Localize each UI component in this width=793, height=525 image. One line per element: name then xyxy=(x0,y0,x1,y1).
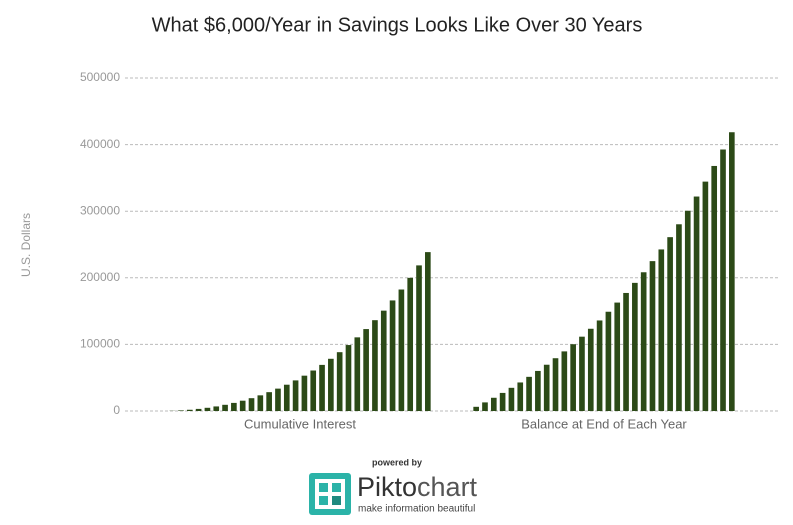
bar xyxy=(178,410,184,411)
bar xyxy=(561,351,568,411)
bar xyxy=(345,345,352,411)
bar xyxy=(508,387,515,411)
bar xyxy=(301,375,308,411)
bar xyxy=(649,261,656,411)
y-tick-label: 400000 xyxy=(80,137,120,151)
bar xyxy=(587,328,594,411)
logo-text: Piktochart xyxy=(357,472,478,502)
bar xyxy=(195,408,202,411)
bar xyxy=(570,344,576,411)
bar xyxy=(605,311,612,411)
bar xyxy=(407,277,414,411)
bar xyxy=(490,397,497,411)
bar xyxy=(614,302,621,411)
bar xyxy=(248,398,255,411)
bar xyxy=(319,364,325,411)
y-tick-label: 0 xyxy=(113,403,120,417)
x-tick-label: Balance at End of Each Year xyxy=(521,416,687,431)
bar xyxy=(676,224,682,411)
bar xyxy=(596,320,603,411)
bar xyxy=(231,402,237,411)
bar xyxy=(425,252,431,411)
bar xyxy=(517,382,524,411)
bar xyxy=(552,358,559,411)
y-tick-label: 500000 xyxy=(80,70,120,84)
bar xyxy=(623,292,629,411)
bar xyxy=(398,289,405,411)
logo: powered by Piktochart make information b… xyxy=(309,457,478,515)
bar xyxy=(720,149,726,412)
bar xyxy=(380,310,387,411)
logo-pikto: Pikto xyxy=(357,472,417,502)
bar xyxy=(204,407,211,411)
bar xyxy=(239,400,246,411)
x-tick-label: Cumulative Interest xyxy=(244,416,356,431)
bar xyxy=(684,210,691,411)
bar xyxy=(257,395,264,411)
bar xyxy=(640,272,647,411)
bar xyxy=(372,320,378,411)
chart-title: What $6,000/Year in Savings Looks Like O… xyxy=(152,14,643,36)
bar xyxy=(275,388,281,411)
y-axis-label: U.S. Dollars xyxy=(19,213,33,277)
bar xyxy=(658,249,665,411)
bar xyxy=(416,265,422,411)
bar xyxy=(482,402,488,411)
bar xyxy=(535,370,541,411)
bar xyxy=(729,132,735,411)
bar xyxy=(667,237,673,411)
bar xyxy=(543,364,550,411)
bar xyxy=(389,300,396,411)
bar xyxy=(222,404,228,411)
y-tick-label: 200000 xyxy=(80,270,120,284)
bar xyxy=(186,409,193,411)
bar xyxy=(354,337,361,411)
bar xyxy=(266,392,272,411)
logo-chart: chart xyxy=(417,472,478,502)
bar xyxy=(526,376,532,411)
bar xyxy=(310,370,317,411)
bar xyxy=(499,392,506,411)
bar xyxy=(292,380,299,411)
bar xyxy=(363,329,369,411)
bar xyxy=(336,352,343,411)
bar xyxy=(579,336,585,411)
bar xyxy=(711,165,718,411)
powered-by: powered by xyxy=(372,457,422,467)
bar xyxy=(693,196,700,411)
bar xyxy=(328,358,334,411)
bar xyxy=(213,406,220,411)
logo-icon xyxy=(309,473,351,515)
y-tick-label: 300000 xyxy=(80,203,120,217)
bar xyxy=(473,406,479,411)
tagline: make information beautiful xyxy=(358,504,475,515)
bar xyxy=(702,181,709,411)
bar xyxy=(283,384,290,411)
bar xyxy=(632,282,638,411)
y-tick-label: 100000 xyxy=(80,337,120,351)
